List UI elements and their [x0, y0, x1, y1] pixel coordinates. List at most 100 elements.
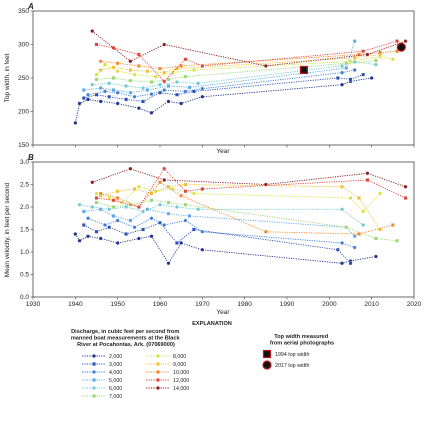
panel-b-x-axis-label: Year [216, 309, 230, 316]
panel-b-data-point [357, 232, 361, 236]
panel-b-data-point [162, 178, 167, 182]
panel-a-data-point [98, 86, 103, 90]
panel-a-data-point [115, 61, 120, 66]
panel-a-data-point [153, 74, 158, 79]
panel-b-data-point [348, 261, 353, 266]
panel-a-series-5000 [81, 39, 357, 95]
panel-b-data-point [115, 189, 120, 194]
panel-a-data-point [115, 101, 120, 106]
panel-a-data-point [141, 86, 146, 90]
panel-a-data-point [192, 89, 196, 94]
panel-b-data-point [81, 223, 86, 227]
panel-b-data-point [395, 238, 399, 243]
legend-label: 9,000 [173, 362, 186, 368]
panel-a-data-point [90, 82, 95, 87]
panel-b-data-point [158, 180, 162, 185]
panel-b-y-tick-label: 1.5 [20, 227, 29, 234]
panel-b-data-point [365, 171, 370, 176]
panel-b-data-point [340, 241, 344, 245]
panel-a-data-point [166, 84, 171, 88]
panel-a-data-point [344, 66, 349, 70]
panel-b-data-point [149, 216, 154, 221]
panel-a-data-point [166, 77, 171, 82]
panel-b-data-point [200, 187, 205, 191]
panel-b-data-point [166, 261, 171, 266]
panel-a-data-point [162, 88, 167, 93]
panel-a-data-point [183, 89, 188, 94]
panel-a-series-6000 [90, 59, 378, 90]
panel-b-data-point [149, 234, 154, 239]
panel-a-data-point [132, 94, 137, 99]
legend-item: 2,000 [82, 354, 122, 360]
legend-marker [156, 354, 160, 358]
panel-a-data-point [162, 42, 167, 47]
panel-b-x-tick-label: 1990 [280, 301, 295, 308]
panel-a-data-point [348, 59, 353, 64]
panel-a-data-point [179, 64, 184, 68]
panel-b-data-point [111, 198, 116, 203]
panel-b-letter: B [28, 153, 34, 162]
panel-b-data-point [378, 191, 383, 196]
panel-a-series-10000 [98, 49, 399, 71]
panel-a-series-14000 [90, 29, 408, 68]
panel-b-data-point [263, 229, 268, 234]
panel-a-data-point [115, 69, 120, 74]
panel-a-data-point [340, 70, 344, 75]
aerial-heading: Top width measured from aerial photograp… [270, 334, 334, 347]
panel-a-y-tick-label: 250 [18, 75, 29, 82]
legend-label: 6,000 [109, 386, 122, 392]
legend-marker [156, 386, 160, 390]
legend-marker [156, 370, 160, 374]
panel-b-series-line [100, 184, 381, 230]
panel-b-series-10000 [98, 180, 395, 236]
panel-b-data-point [149, 198, 154, 203]
legend-marker [92, 386, 96, 390]
panel-b-data-point [90, 205, 95, 209]
panel-b-y-tick-label: 2.5 [20, 182, 29, 189]
panel-b-series-7000 [94, 198, 399, 243]
panel-a-data-point [365, 52, 370, 57]
panel-b-data-point [94, 229, 99, 234]
panel-a-data-point [352, 39, 357, 44]
panel-b-data-point [124, 205, 129, 209]
panel-a-data-point [98, 59, 103, 64]
panel-b-data-point [81, 209, 86, 214]
panel-a-series-line [83, 40, 356, 94]
panel-b-data-point [94, 196, 99, 200]
legend-item: 7,000 [82, 394, 122, 400]
panel-b-data-point [158, 202, 162, 207]
panel-b-data-point [128, 218, 133, 223]
panel-a-data-point [94, 72, 99, 77]
panel-a-data-point [94, 42, 99, 47]
panel-b-data-point [183, 182, 188, 187]
panel-b-data-point [340, 261, 344, 266]
panel-b-x-tick-label: 1970 [195, 301, 210, 308]
panel-b: B 0.0 0.5 1.0 1.5 2.0 2.5 3.0 1930 1940 1950 1960 1… [4, 153, 422, 316]
panel-b-data-point [192, 227, 196, 232]
panel-a-data-point [200, 64, 205, 68]
panel-b-data-point [357, 196, 361, 200]
panel-b-series-line [92, 168, 406, 188]
panel-b-data-point [340, 207, 344, 212]
panel-a-plot-area [32, 10, 415, 146]
panel-a-series-4000 [86, 68, 357, 99]
panel-a-data-point [73, 120, 78, 125]
legend-item: 14,000 [146, 386, 189, 392]
panel-a-data-point [378, 50, 382, 55]
panel-a-data-point [149, 110, 154, 115]
panel-b-data-point [390, 223, 395, 227]
legend-label: 3,000 [109, 362, 122, 368]
panel-b-data-point [183, 189, 188, 194]
panel-a-data-point [187, 85, 192, 90]
legend-item: 9,000 [146, 362, 186, 368]
panel-b-data-point [348, 196, 353, 200]
panel-a-data-point [94, 77, 99, 82]
panel-a-series-line [96, 56, 393, 78]
panel-b-y-axis-label: Mean velocity, in feet per second [4, 182, 11, 277]
discharge-heading: Discharge, in cubic feet per second from… [71, 329, 181, 348]
panel-b-data-point [90, 180, 95, 185]
legend-2017-label: 2017 top width [275, 363, 310, 369]
panel-a-data-point [81, 96, 86, 100]
panel-a-data-point [94, 92, 99, 97]
panel-a-marks: 150 200 250 300 350 [18, 8, 415, 149]
